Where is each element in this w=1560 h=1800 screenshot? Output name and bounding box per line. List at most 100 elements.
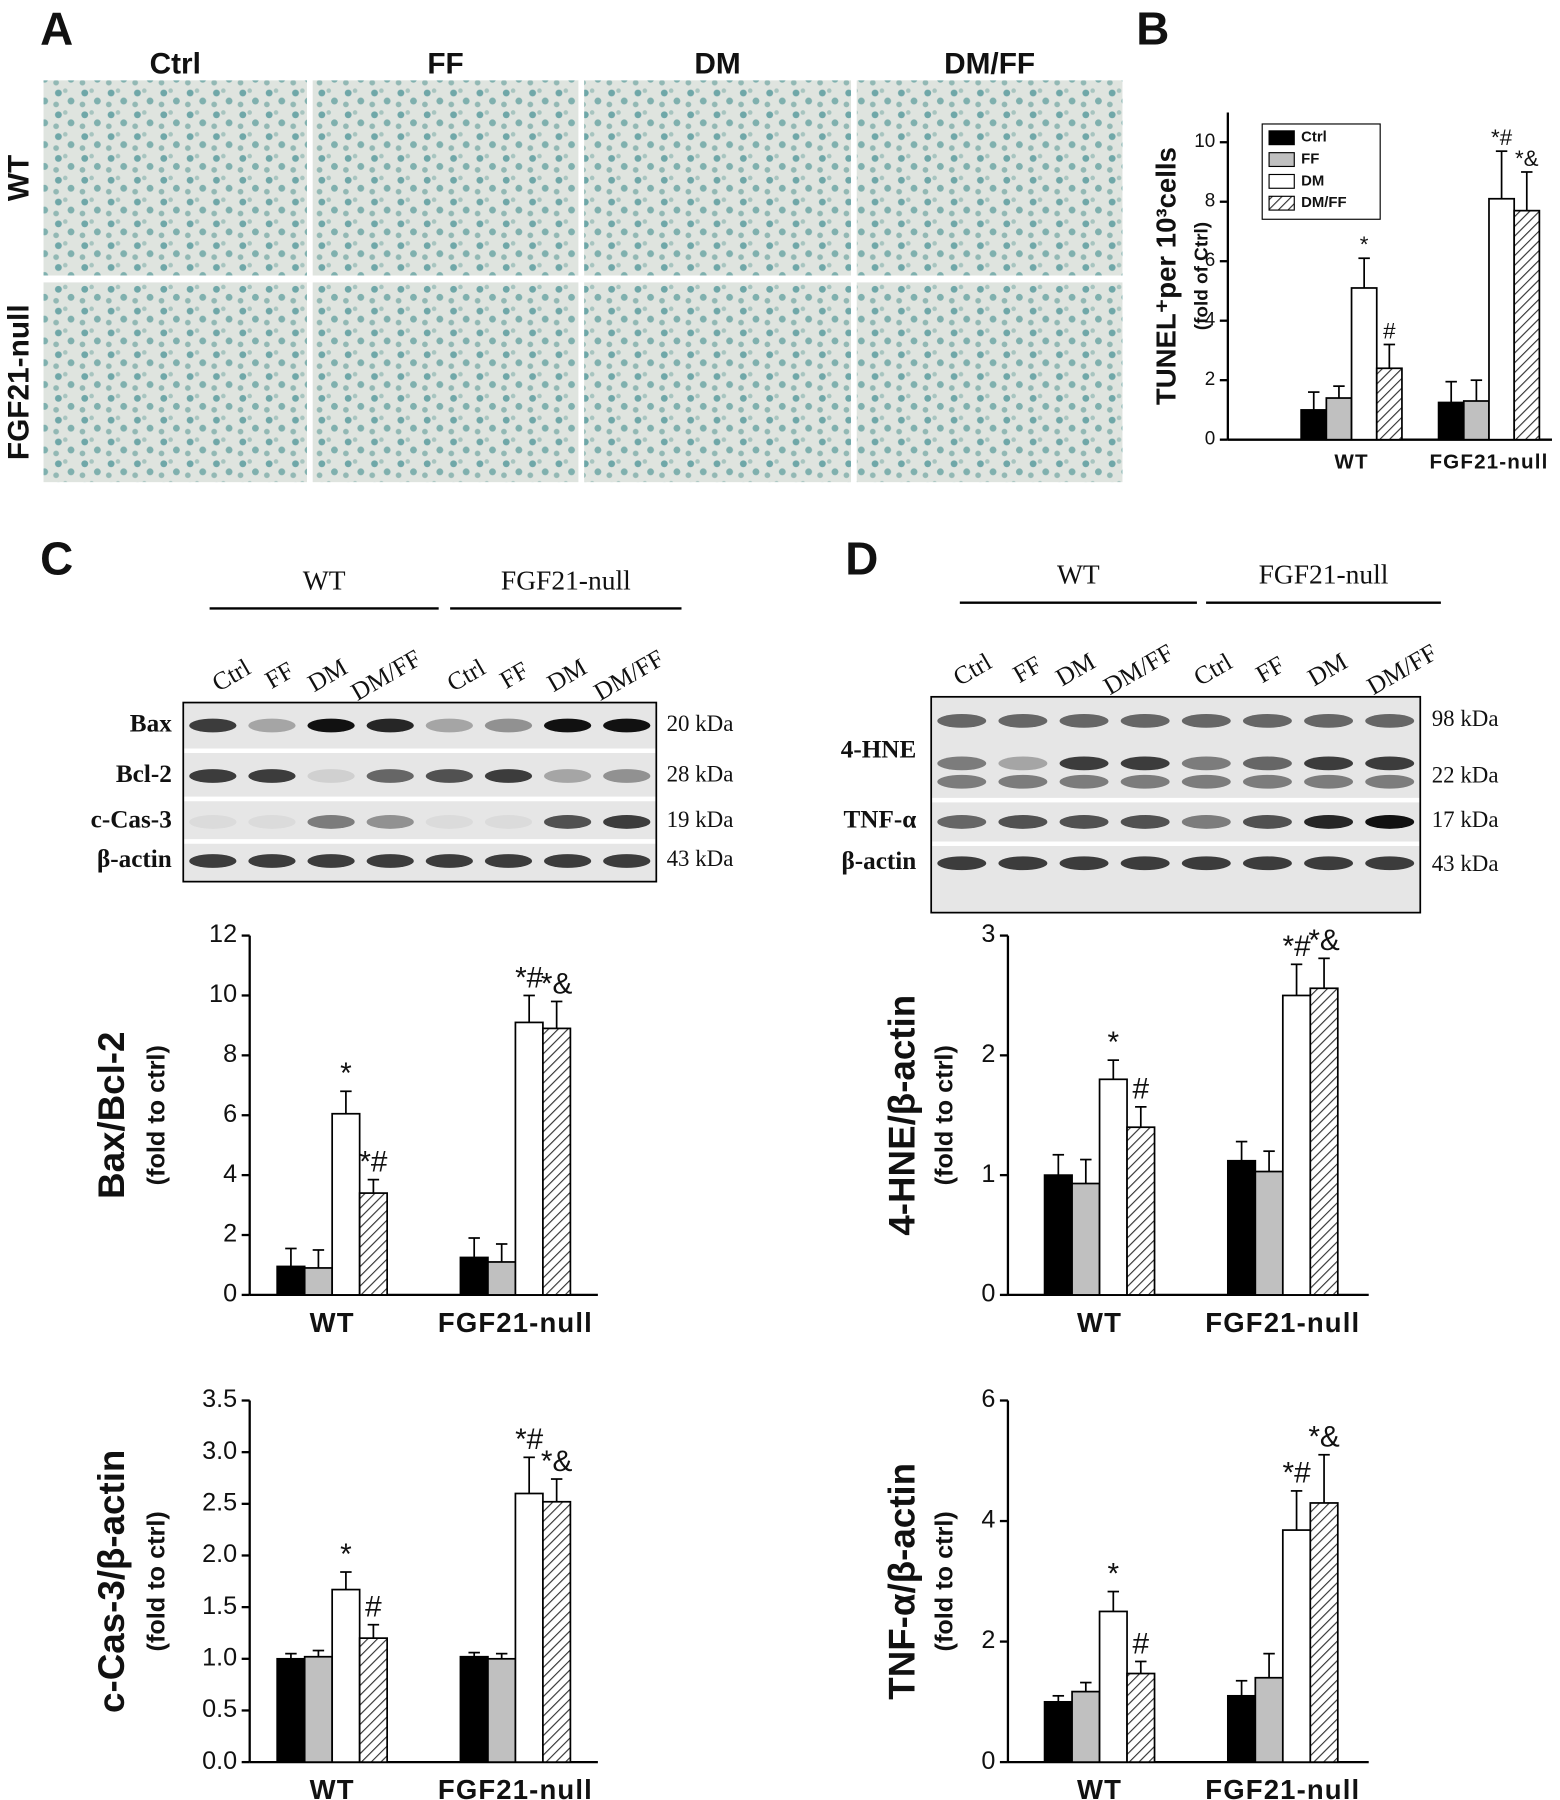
significance: *# xyxy=(1282,930,1311,963)
band xyxy=(484,854,533,868)
panel-label: C xyxy=(40,533,73,585)
y-axis-label: TUNEL⁺per 10³cells xyxy=(1151,147,1182,405)
band xyxy=(998,774,1048,789)
band xyxy=(603,815,651,829)
significance: # xyxy=(1383,318,1396,343)
y-tick-label: 4 xyxy=(981,1506,995,1534)
legend-swatch xyxy=(1268,195,1295,211)
lane-label: DM/FF xyxy=(590,645,669,706)
band xyxy=(1181,815,1231,829)
y-tick-label: 10 xyxy=(209,980,237,1008)
bar xyxy=(1281,994,1312,1296)
y-tick-label: 2 xyxy=(1205,369,1216,390)
y-tick-label: 1 xyxy=(981,1160,995,1188)
bar xyxy=(1350,287,1378,441)
lane-label: Ctrl xyxy=(1190,649,1237,692)
bar xyxy=(1071,1182,1101,1296)
bar xyxy=(514,1021,544,1296)
band xyxy=(425,718,473,733)
kda-label: 17 kDa xyxy=(1432,807,1499,832)
lane-label: Ctrl xyxy=(443,654,490,697)
band xyxy=(484,815,533,829)
lane-label: DM xyxy=(543,654,592,698)
bar xyxy=(542,1027,572,1296)
panel-label: A xyxy=(40,2,73,54)
bar xyxy=(1071,1690,1101,1763)
band xyxy=(1242,756,1292,771)
band xyxy=(1304,815,1354,829)
band xyxy=(603,854,651,868)
lane-label: DM xyxy=(304,654,353,698)
band xyxy=(1059,856,1109,871)
lane-label: Ctrl xyxy=(949,649,996,692)
legend-swatch xyxy=(1268,152,1295,168)
x-tick-label: FGF21-null xyxy=(1429,451,1548,474)
x-tick-label: WT xyxy=(1077,1774,1122,1800)
y-tick-label: 0.0 xyxy=(202,1747,237,1775)
blot-label: β-actin xyxy=(841,848,916,875)
band xyxy=(189,718,237,733)
band xyxy=(366,854,414,868)
band xyxy=(1120,856,1170,871)
band xyxy=(307,815,355,829)
legend-label: DM xyxy=(1301,173,1324,189)
band xyxy=(189,854,237,868)
bar xyxy=(303,1267,334,1296)
band xyxy=(307,718,355,733)
band xyxy=(1365,774,1415,789)
bar xyxy=(1254,1170,1284,1296)
bar xyxy=(459,1256,489,1296)
band xyxy=(1365,714,1415,728)
band xyxy=(937,714,987,728)
y-tick-label: 2.5 xyxy=(202,1488,237,1516)
kda-label: 98 kDa xyxy=(1432,706,1499,731)
blot-label: TNF-α xyxy=(843,807,916,834)
band xyxy=(366,718,414,733)
lane-label: DM xyxy=(1051,648,1100,692)
band xyxy=(366,769,414,783)
lane-label: DM/FF xyxy=(347,645,426,706)
blot-group: FGF21-null xyxy=(1259,559,1389,590)
bar xyxy=(331,1588,361,1763)
lane-label: FF xyxy=(1009,651,1047,688)
band xyxy=(998,714,1048,728)
significance: *& xyxy=(1308,1421,1340,1454)
x-tick-label: FGF21-null xyxy=(438,1307,593,1338)
band xyxy=(1120,714,1170,728)
panel-label: B xyxy=(1136,2,1169,54)
band xyxy=(1120,774,1170,789)
band xyxy=(1304,714,1354,728)
band xyxy=(1365,856,1415,871)
x-tick-label: WT xyxy=(1334,451,1368,474)
blot-label: 4-HNE xyxy=(841,737,917,764)
band xyxy=(937,856,987,871)
lane-label: Ctrl xyxy=(208,654,255,697)
bar xyxy=(1437,401,1465,441)
band xyxy=(1242,856,1292,871)
significance: # xyxy=(1133,1627,1150,1660)
band xyxy=(937,756,987,771)
band xyxy=(543,815,592,829)
y-tick-label: 12 xyxy=(209,920,237,948)
legend-label: DM/FF xyxy=(1301,195,1346,211)
bar xyxy=(303,1655,334,1763)
band xyxy=(366,815,414,829)
band xyxy=(1181,774,1231,789)
y-tick-label: 6 xyxy=(1205,250,1216,271)
significance: * xyxy=(1108,1026,1120,1059)
micrograph xyxy=(312,80,579,276)
kda-label: 43 kDa xyxy=(667,846,734,871)
band xyxy=(425,769,473,783)
y-tick-label: 4 xyxy=(1205,310,1216,331)
y-tick-label: 6 xyxy=(223,1100,237,1128)
bar xyxy=(1300,409,1328,441)
bar xyxy=(358,1637,388,1763)
y-axis-label: c-Cas-3/β-actin xyxy=(91,1450,132,1713)
y-tick-label: 1.5 xyxy=(202,1592,237,1620)
row-label: FGF21-null xyxy=(3,304,36,460)
bar xyxy=(1098,1078,1128,1296)
band xyxy=(1059,774,1109,789)
micrograph xyxy=(43,80,307,276)
band xyxy=(937,774,987,789)
